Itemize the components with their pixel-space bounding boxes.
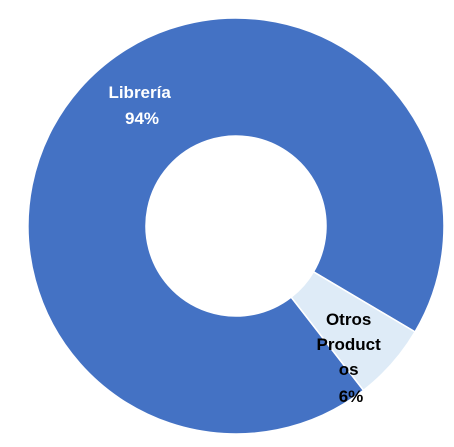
label-libreria-value: 94% bbox=[125, 109, 159, 128]
label-libreria-name: Librería bbox=[108, 83, 171, 102]
slice-otros-productos bbox=[290, 270, 417, 392]
slices-group bbox=[27, 17, 445, 435]
label-otros-productos: Otros Product os 6% bbox=[317, 310, 386, 406]
label-otros-name-line1: Otros bbox=[326, 310, 371, 329]
label-libreria: Librería 94% bbox=[108, 83, 175, 128]
slice-librer-a bbox=[27, 17, 445, 435]
label-otros-name-line2: Product bbox=[317, 335, 382, 354]
label-otros-name-line3: os bbox=[339, 360, 359, 379]
label-otros-value: 6% bbox=[339, 387, 364, 406]
